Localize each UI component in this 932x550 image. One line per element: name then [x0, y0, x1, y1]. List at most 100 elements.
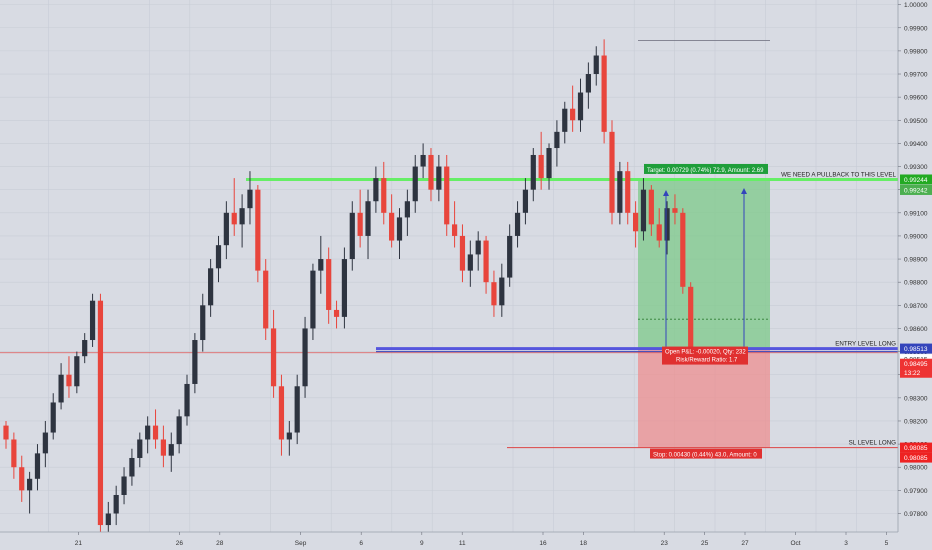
candle-body [121, 476, 127, 495]
time-tick-label: Oct [790, 540, 800, 547]
candle-body [365, 201, 371, 236]
candle-body [648, 189, 654, 225]
candle-body [656, 224, 662, 241]
price-tick-label: 0.97900 [904, 488, 928, 495]
price-tick-label: 0.98300 [904, 395, 928, 402]
candle-body [318, 259, 324, 271]
candle-body [428, 154, 434, 190]
candle-body [491, 282, 497, 306]
candle-body [82, 340, 88, 357]
candle-body [74, 356, 80, 387]
candle-body [467, 254, 473, 271]
candle-body [444, 166, 450, 225]
candle-body [11, 439, 17, 468]
price-tag: 13:22 [904, 370, 921, 377]
time-tick-label: 21 [75, 540, 83, 547]
price-tag: 0.98495 [904, 361, 928, 368]
candle-body [672, 208, 678, 213]
candle-body [27, 478, 33, 491]
candle-body [538, 154, 544, 179]
candle-body [680, 212, 686, 287]
time-tick-label: 18 [580, 540, 588, 547]
stop-label-bg [650, 448, 762, 459]
candle-body [152, 425, 159, 440]
stop-zone [638, 348, 770, 448]
candle-body [333, 309, 340, 317]
candle-body [349, 212, 355, 260]
candle-body [278, 386, 285, 440]
price-tick-label: 0.99300 [904, 164, 928, 171]
candle-body [554, 131, 560, 149]
level-label: SL LEVEL LONG [849, 440, 897, 447]
candle-body [546, 148, 552, 179]
candle-body [633, 212, 639, 232]
candle-body [231, 212, 237, 225]
candle-body [593, 55, 599, 75]
price-tick-label: 0.98600 [904, 326, 928, 333]
price-tick-label: 0.99900 [904, 25, 928, 32]
price-tag: 0.98085 [904, 455, 928, 462]
candle-body [451, 224, 458, 236]
candle-body [270, 328, 277, 387]
time-tick-label: 5 [885, 540, 889, 547]
candle-body [160, 439, 166, 456]
candle-body [585, 74, 591, 93]
candle-body [184, 383, 190, 417]
open-label: Open P&L: -0.00020, Qty: 232 [665, 350, 746, 356]
price-tick-label: 0.98800 [904, 280, 928, 287]
price-tag-bg [900, 343, 932, 354]
candle-body [688, 286, 694, 350]
target-label: Target: 0.00729 (0.74%) 72.9, Amount: 2.… [647, 168, 764, 174]
candle-body [302, 328, 308, 387]
open-label-bg [662, 346, 748, 365]
level-label: ENTRY LEVEL LONG [835, 341, 896, 348]
price-tag: 0.99244 [904, 177, 928, 184]
candle-body [522, 189, 529, 213]
price-tick-label: 0.99600 [904, 95, 928, 102]
candle-body [570, 108, 576, 121]
price-tick-label: 0.98200 [904, 418, 928, 425]
candle-body [176, 416, 182, 445]
time-tick-label: 23 [661, 540, 669, 547]
time-tick-label: 3 [844, 540, 848, 547]
candle-body [357, 212, 363, 236]
candle-body [255, 189, 261, 271]
candle-body [530, 154, 536, 190]
candle-body [192, 340, 198, 384]
price-tick-label: 0.99500 [904, 118, 928, 125]
candle-body [483, 240, 489, 283]
time-axis-panel [0, 532, 898, 550]
candle-body [286, 432, 292, 440]
candle-body [223, 212, 229, 246]
time-tick-label: 28 [216, 540, 224, 547]
candle-body [42, 432, 48, 454]
target-label-bg [644, 163, 768, 174]
time-tick-label: 9 [420, 540, 424, 547]
candle-body [577, 92, 584, 121]
price-tag-bg [900, 184, 932, 195]
price-tick-label: 0.99000 [904, 233, 928, 240]
candle-body [601, 55, 607, 132]
time-tick-label: 16 [539, 540, 547, 547]
price-tag: 0.99242 [904, 187, 928, 194]
candle-body [66, 374, 72, 387]
candle-body [97, 300, 104, 526]
price-tick-label: 0.99400 [904, 141, 928, 148]
candle-body [34, 453, 41, 479]
rr-label: Risk/Reward Ratio: 1.7 [676, 358, 738, 364]
candle-body [3, 425, 9, 440]
candle-body [168, 444, 174, 456]
price-tag-bg [900, 358, 932, 369]
candle-body [19, 467, 25, 491]
candle-body [396, 217, 403, 241]
price-tick-label: 0.99800 [904, 48, 928, 55]
price-tick-label: 0.98900 [904, 257, 928, 264]
candle-body [507, 235, 513, 278]
candle-body [562, 108, 568, 132]
price-tick-label: 0.99700 [904, 72, 928, 79]
candle-body [137, 439, 143, 458]
candle-body [617, 171, 623, 213]
time-tick-label: 6 [359, 540, 363, 547]
